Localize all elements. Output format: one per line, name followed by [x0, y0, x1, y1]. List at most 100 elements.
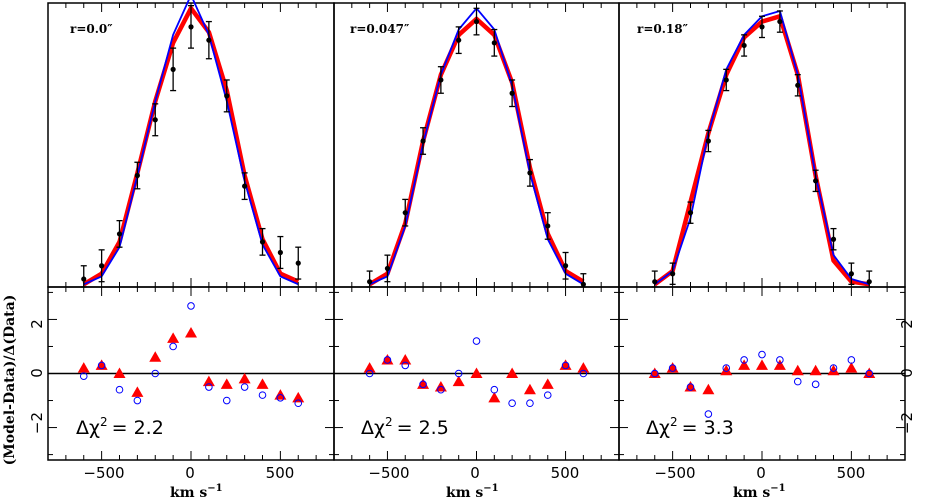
residual-blue-circle: [294, 399, 303, 408]
left-ytick-label-minus2: −2: [28, 412, 46, 434]
xlabel-exponent: −1: [207, 483, 222, 494]
data-point: [545, 223, 551, 229]
residual-blue-circle: [401, 361, 410, 370]
radius-label-panel-2: r=0.047″: [350, 22, 410, 36]
residual-red-triangle: [220, 378, 233, 389]
residual-red-triangle: [256, 378, 269, 389]
residual-blue-circle: [115, 385, 124, 394]
profile-panel-frame-3: [618, 2, 906, 288]
residual-blue-circle: [240, 383, 249, 391]
data-point: [224, 93, 230, 99]
residual-blue-circle: [151, 369, 160, 378]
residual-blue-circle: [454, 369, 463, 378]
residual-red-triangle: [77, 362, 90, 373]
chi2-label-panel-1: Δχ2 = 2.2: [76, 415, 164, 439]
chi2-label-panel-2: Δχ2 = 2.5: [361, 415, 449, 439]
left-ytick-label-2: 2: [28, 319, 46, 329]
residual-red-triangle: [756, 359, 768, 370]
radius-label-panel-1: r=0.0″: [70, 22, 113, 36]
profile-panel-frame-2: [333, 2, 620, 288]
xtick-label-p1-0: 0: [185, 464, 195, 482]
xtick-label-p2-500: 500: [551, 464, 580, 482]
residual-red-triangle: [452, 375, 465, 387]
data-point: [705, 138, 711, 144]
residual-red-triangle: [738, 359, 751, 370]
residual-red-triangle: [702, 383, 715, 395]
xtick-label-p2-minus500: −500: [368, 464, 409, 482]
residual-blue-circle: [79, 372, 88, 381]
data-point: [116, 231, 123, 237]
panel-frames: [47, 2, 906, 461]
data-point: [491, 40, 497, 46]
residual-blue-circle: [526, 399, 534, 408]
xlabel-panel-1: km s−1: [170, 483, 223, 500]
residual-red-triangle: [809, 364, 822, 376]
residual-blue-circle: [561, 361, 570, 370]
data-point: [759, 24, 765, 30]
residual-blue-circle: [650, 369, 659, 378]
chi2-superscript: 2: [670, 415, 678, 429]
data-point: [741, 42, 747, 49]
xtick-label-p3-500: 500: [837, 464, 866, 482]
residual-red-triangle: [292, 391, 305, 403]
residual-red-triangle: [523, 383, 536, 395]
residual-ylabel: (Model-Data)/Δ(Data): [2, 295, 18, 466]
residual-blue-circle: [133, 396, 142, 405]
data-point: [134, 172, 140, 179]
chi2-symbol: Δχ: [646, 417, 670, 439]
right-ytick-label-0: 0: [898, 368, 916, 378]
axis-ticks: [47, 3, 906, 460]
data-point: [259, 239, 266, 245]
residual-red-triangle: [202, 375, 215, 387]
chi2-value: = 3.3: [682, 417, 734, 439]
data-point: [152, 117, 158, 123]
residual-red-triangle: [131, 386, 144, 397]
residual-red-triangle: [827, 364, 840, 376]
xtick-label-p1-500: 500: [266, 464, 295, 482]
data-point: [670, 271, 676, 277]
data-point: [295, 260, 301, 266]
data-point: [830, 236, 837, 242]
residual-blue-circle: [276, 394, 285, 402]
residual-blue-circle: [169, 342, 177, 351]
residual-blue-circle: [793, 377, 802, 386]
residual-blue-circle: [668, 364, 677, 372]
residual-red-triangle: [113, 367, 126, 378]
chi2-symbol: Δχ: [76, 417, 100, 439]
data-point: [687, 210, 694, 216]
residual-red-triangle: [238, 372, 251, 384]
data-point: [188, 24, 194, 30]
data-point: [438, 77, 444, 83]
residual-red-triangle: [167, 332, 180, 343]
residual-red-triangle: [845, 362, 858, 373]
data-point: [848, 271, 854, 277]
model-blue-line: [654, 10, 870, 286]
residual-blue-circle: [847, 356, 856, 364]
residual-blue-circle: [365, 369, 374, 378]
data-point: [277, 249, 283, 256]
residual-red-triangle: [185, 326, 197, 338]
residual-blue-circle: [722, 364, 731, 372]
data-point: [367, 279, 373, 285]
residual-red-triangle: [720, 364, 733, 376]
right-ytick-label-2: 2: [898, 319, 916, 329]
residual-red-triangle: [541, 378, 554, 389]
residual-red-triangle: [399, 353, 412, 365]
residual-red-triangle: [506, 367, 519, 378]
residual-blue-circle: [437, 385, 445, 394]
data-point: [402, 210, 408, 216]
residual-red-triangle: [791, 364, 804, 376]
residual-blue-circle: [472, 337, 481, 345]
chi2-value: = 2.5: [397, 417, 449, 439]
residual-blue-circle: [97, 361, 106, 370]
residual-blue-circle: [543, 391, 552, 399]
residual-blue-circle: [419, 380, 427, 389]
data-point: [866, 279, 872, 285]
residual-blue-circle: [865, 369, 874, 378]
residual-red-triangle: [363, 362, 376, 373]
radius-label-panel-3: r=0.18″: [637, 22, 689, 36]
data-point: [509, 90, 515, 96]
right-ytick-label-minus2: −2: [898, 412, 916, 434]
xtick-label-p1-minus500: −500: [83, 464, 124, 482]
residual-blue-circle: [811, 380, 820, 389]
